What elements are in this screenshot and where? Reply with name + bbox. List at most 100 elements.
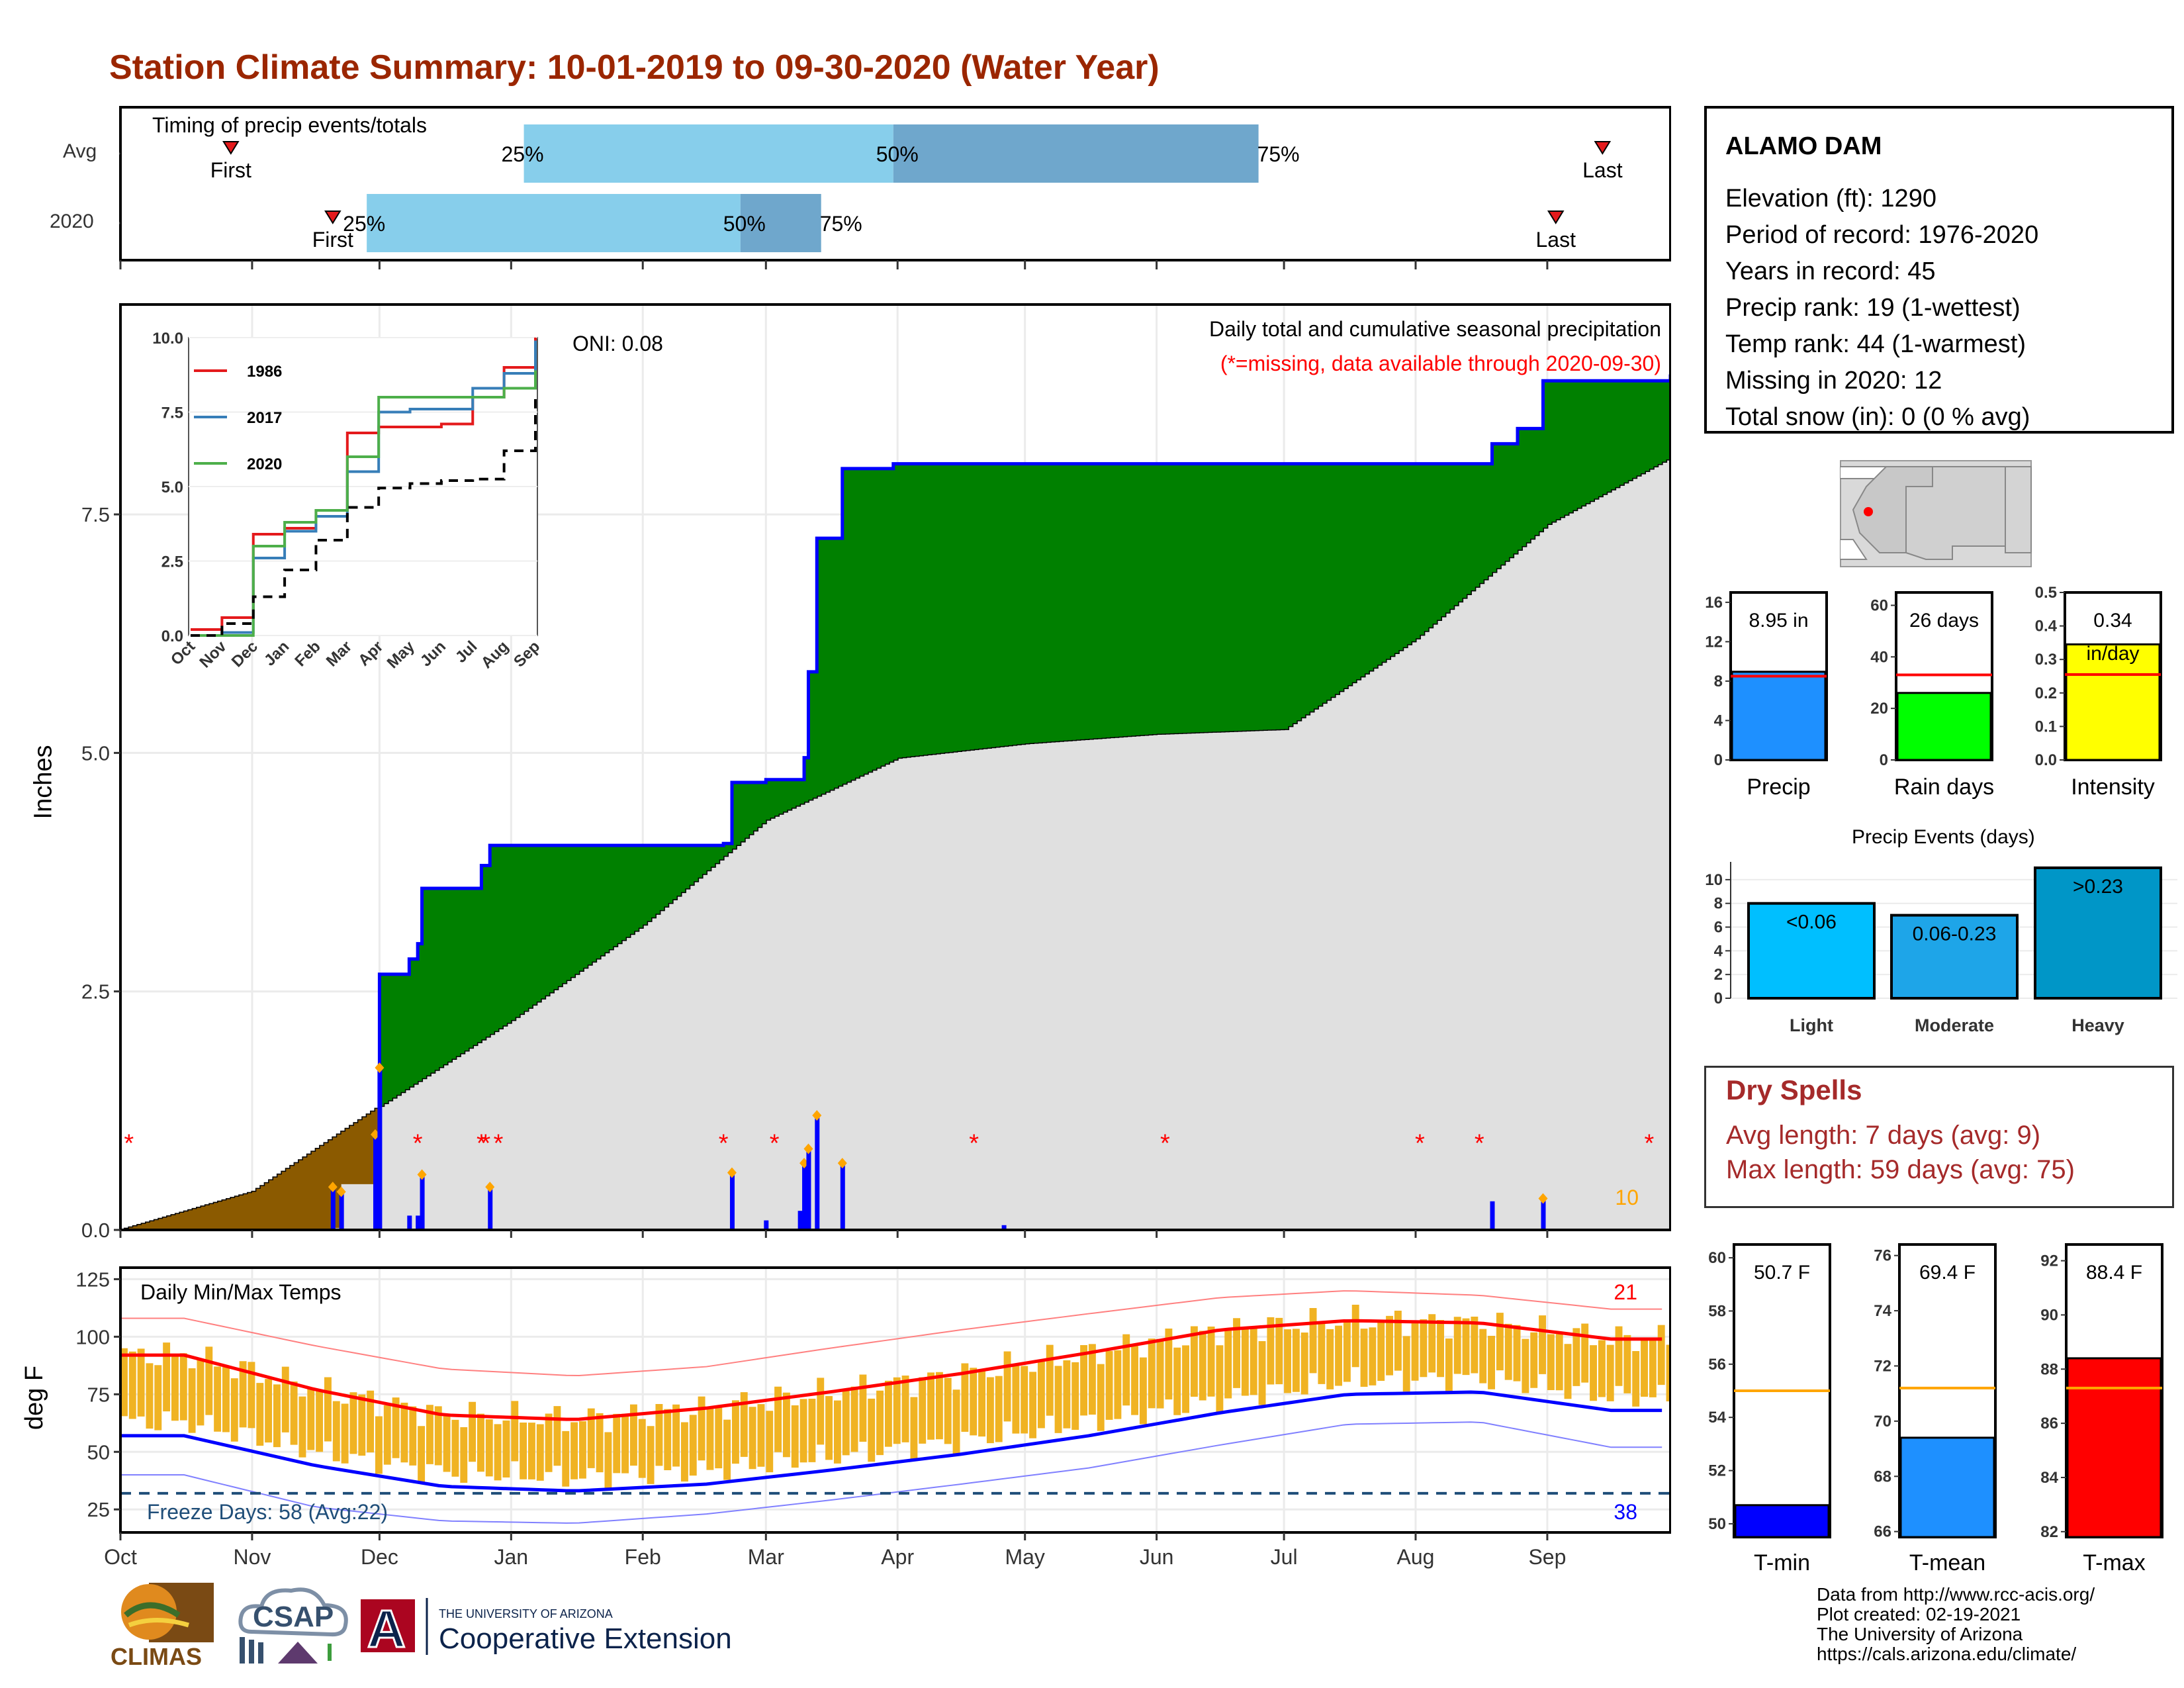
inset-series-2020 xyxy=(191,370,537,637)
month-label-feb: Feb xyxy=(625,1545,661,1569)
summary-axis-label-0: Precip xyxy=(1747,774,1810,800)
month-label-sep: Sep xyxy=(1528,1545,1566,1569)
temp-summary-ytick-label-1-1: 68 xyxy=(1874,1468,1891,1485)
timing-label-25-1: 25% xyxy=(343,212,385,236)
temp-summary-axis-label-1: T-mean xyxy=(1909,1550,1985,1575)
summary-ytick-label-0-0: 0 xyxy=(1714,751,1723,769)
precip-ylabel: Inches xyxy=(29,745,58,820)
summary-bar-precip xyxy=(1731,671,1827,761)
footer-line-university: The University of Arizona xyxy=(1817,1624,2023,1644)
footer-line-data: Data from http://www.rcc-acis.org/ xyxy=(1817,1584,2095,1605)
temp-summary-ytick-label-1-4: 74 xyxy=(1874,1302,1891,1320)
ua-block-a: A xyxy=(367,1599,406,1658)
precip-events-title: Precip Events (days) xyxy=(1852,826,2035,848)
timing-first-marker-0 xyxy=(222,141,240,155)
inset-legend-label-0: 1986 xyxy=(247,363,282,381)
temp-max-record-line xyxy=(120,1290,1662,1377)
temp-summary-ytick-label-0-1: 52 xyxy=(1708,1462,1726,1480)
precip-daily-bar-11 xyxy=(802,1163,807,1230)
summary-bar-intensity xyxy=(2065,643,2161,761)
timing-row-label-2020: 2020 xyxy=(50,211,94,232)
precip-daily-bar-14 xyxy=(840,1163,845,1230)
precip-daily-bar-6 xyxy=(420,1174,425,1230)
temp-summary-ytick-label-2-1: 84 xyxy=(2040,1469,2058,1487)
precip-daily-bar-3 xyxy=(377,1067,383,1230)
summary-ytick-label-2-4: 0.4 xyxy=(2035,618,2058,635)
events-ytick-label-0: 0 xyxy=(1714,990,1723,1008)
temp-summary-ytick-label-0-5: 60 xyxy=(1708,1249,1726,1267)
precip-daily-bar-9 xyxy=(764,1220,769,1230)
summary-axis-label-2: Intensity xyxy=(2071,774,2155,800)
precip-daily-bar-15 xyxy=(1001,1225,1007,1230)
timing-title: Timing of precip events/totals xyxy=(152,113,427,137)
dry-spells-max: Max length: 59 days (avg: 75) xyxy=(1726,1155,2075,1184)
events-bar-light xyxy=(1747,902,1876,1000)
missing-count: 10 xyxy=(1615,1186,1639,1209)
month-label-oct: Oct xyxy=(104,1545,137,1569)
precip-daily-bar-2 xyxy=(373,1134,378,1230)
precip-daily-bar-5 xyxy=(416,1215,421,1230)
summary-ytick-label-2-0: 0.0 xyxy=(2035,751,2057,769)
climas-logo: CLIMAS xyxy=(111,1583,214,1670)
precip-missing-marker-5: * xyxy=(719,1129,729,1157)
precip-missing-marker-10: * xyxy=(1475,1129,1484,1157)
summary-ytick-label-2-1: 0.1 xyxy=(2035,718,2057,735)
summary-ytick-label-1-2: 40 xyxy=(1870,648,1888,666)
inset-series-normal xyxy=(191,394,537,637)
timing-first-label-0: First xyxy=(210,158,251,182)
temp-summary-axis-label-0: T-min xyxy=(1754,1550,1810,1575)
month-label-may: May xyxy=(1005,1545,1044,1569)
month-label-dec: Dec xyxy=(361,1545,398,1569)
inset-ytick-label-1: 2.5 xyxy=(161,553,183,571)
temp-frame xyxy=(119,1266,1671,1534)
temp-summary-ytick-label-1-3: 72 xyxy=(1874,1357,1891,1375)
precip-extreme-marker-17 xyxy=(1538,1193,1548,1204)
station-line-temp-rank: Temp rank: 44 (1-warmest) xyxy=(1725,330,2026,358)
precip-extreme-marker-13 xyxy=(812,1110,822,1121)
inset-legend-label-1: 2017 xyxy=(247,409,282,427)
temp-summary-ytick-label-2-2: 86 xyxy=(2040,1415,2058,1432)
month-label-aug: Aug xyxy=(1397,1545,1435,1569)
temp-panel-label: Daily Min/Max Temps xyxy=(140,1280,341,1304)
timing-last-label-0: Last xyxy=(1582,158,1623,182)
temp-summary-bar-t-min xyxy=(1734,1504,1830,1538)
precip-observed-line xyxy=(377,374,1671,1106)
timing-panel: 25% 50% 75% First Last 25% 50% 75% First Last Timi… xyxy=(119,106,1671,269)
precip-extreme-marker-7 xyxy=(485,1182,495,1193)
footer-line-url: https://cals.arizona.edu/climate/ xyxy=(1817,1644,2077,1664)
inset-ytick-label-0: 0.0 xyxy=(161,628,183,645)
timing-row-label-avg: Avg xyxy=(63,140,97,162)
temp-summary-axis-label-2: T-max xyxy=(2083,1550,2145,1575)
temp-summary-ytick-label-2-4: 90 xyxy=(2040,1306,2058,1324)
events-category-label-2: Heavy xyxy=(2071,1015,2124,1035)
month-label-jun: Jun xyxy=(1140,1545,1174,1569)
max-extreme-count: 21 xyxy=(1614,1280,1637,1304)
ua-small-text: THE UNIVERSITY OF ARIZONA xyxy=(439,1607,613,1620)
dry-spells-title: Dry Spells xyxy=(1726,1074,1862,1105)
footer-line-created: Plot created: 02-19-2021 xyxy=(1817,1604,2021,1624)
ua-cooperative-extension-logo: A THE UNIVERSITY OF ARIZONA Cooperative … xyxy=(361,1598,732,1658)
temp-ytick-label-1: 50 xyxy=(87,1440,110,1464)
precip-above-normal-area xyxy=(379,381,1670,1106)
events-bar-moderate xyxy=(1890,914,2019,1000)
events-category-label-1: Moderate xyxy=(1915,1015,1994,1035)
temp-summary-ytick-label-1-0: 66 xyxy=(1874,1523,1891,1541)
precip-extreme-marker-6 xyxy=(417,1169,427,1180)
temp-summary-ytick-label-0-0: 50 xyxy=(1708,1515,1726,1533)
temp-summary-bars: 50 52 54 56 58 60 50.7 F T-min 66 68 70 72 74 76 69.4 … xyxy=(1708,1243,2163,1575)
precip-daily-bar-7 xyxy=(488,1187,493,1230)
summary-value-label-0: 8.95 in xyxy=(1749,610,1808,632)
station-line-missing: Missing in 2020: 12 xyxy=(1725,367,1942,395)
temp-summary-value-label-0: 50.7 F xyxy=(1754,1262,1810,1284)
timing-label-50-0: 50% xyxy=(876,142,919,166)
precip-daily-bar-10 xyxy=(797,1211,803,1230)
timing-first-marker-1 xyxy=(324,211,341,224)
events-ytick-label-1: 2 xyxy=(1714,966,1723,984)
timing-label-25-0: 25% xyxy=(502,142,544,166)
events-value-label-2: >0.23 xyxy=(2073,876,2123,898)
temp-panel: 25 50 75 100 125 Oct Nov Dec Jan Feb Mar Apr May Jun J… xyxy=(75,1266,1671,1569)
station-location-marker xyxy=(1864,507,1873,516)
ua-big-text: Cooperative Extension xyxy=(439,1622,732,1655)
summary-ytick-label-2-3: 0.3 xyxy=(2035,651,2057,669)
